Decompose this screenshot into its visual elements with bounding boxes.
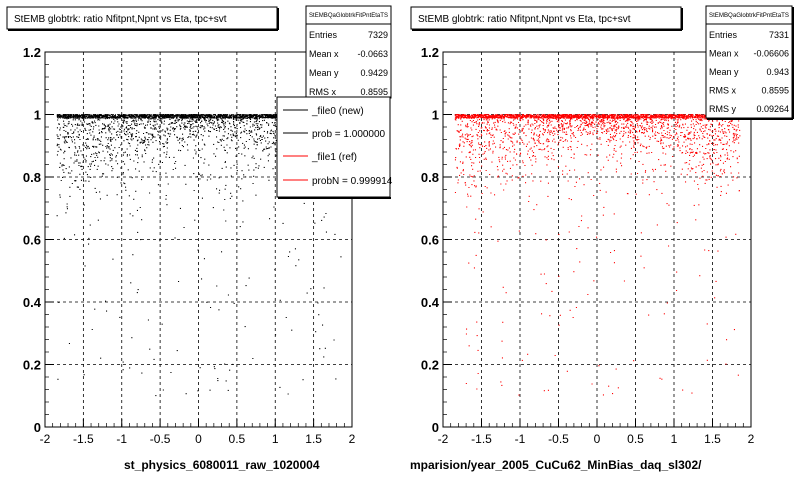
x-tick-label: -2 [40, 432, 51, 446]
stats-label: Mean y [309, 68, 339, 78]
stats-value: 0.9429 [360, 68, 388, 78]
stats-value: 0.943 [766, 67, 789, 77]
y-tick-label: 0 [34, 420, 41, 435]
x-tick-label: -1 [515, 432, 526, 446]
stats-label: Entries [309, 30, 338, 40]
stats-value: -0.0663 [357, 49, 388, 59]
x-tick-label: 2 [748, 432, 755, 446]
legend-entry: _file0 (new) [283, 106, 364, 117]
stats-value: 0.8595 [360, 87, 388, 97]
legend-label: _file0 (new) [311, 106, 364, 117]
x-tick-label: 1.5 [704, 432, 721, 446]
legend-entry: probN = 0.999914 [283, 176, 393, 187]
stats-value: 7331 [769, 30, 789, 40]
stats-label: Mean y [709, 67, 739, 77]
stats-label: RMS x [309, 87, 337, 97]
left-stats-box [305, 5, 392, 99]
x-tick-label: -1.5 [471, 432, 492, 446]
stats-value: 7329 [368, 30, 388, 40]
x-tick-label: -1 [116, 432, 127, 446]
y-tick-label: 0.6 [421, 233, 439, 248]
right-stats-rows: Entries 7331 Mean x -0.06606 Mean y 0.943 RMS … [709, 30, 789, 114]
stats-label: RMS y [709, 104, 737, 114]
stats-label: Mean x [709, 49, 739, 59]
right-stats-name: StEMBQaGlobtrkFitPntEtaTS [709, 13, 789, 19]
left-panel: -2 -1.5 -1 -0.5 0 0.5 1 1.5 2 0 0.2 0.4 0.6 0.8 1 1.2 S… [6, 5, 393, 472]
x-tick-label: -1.5 [73, 432, 94, 446]
y-tick-label: 0.8 [421, 170, 439, 185]
right-title: StEMB globtrk: ratio Nfitpnt,Npnt vs Eta… [418, 14, 631, 25]
left-x-axis-label: st_physics_6080011_raw_1020004 [124, 458, 320, 472]
y-tick-label: 0.4 [23, 295, 42, 310]
x-tick-label: -0.5 [548, 432, 569, 446]
right-panel: -2 -1.5 -1 -0.5 0 0.5 1 1.5 2 0 0.2 0.4 0.6 0.8 1 1.2 S… [410, 5, 794, 472]
y-tick-label: 0 [432, 420, 439, 435]
y-tick-label: 0.2 [421, 358, 439, 373]
left-stats-name: StEMBQaGlobtrkFitPntEtaTS [309, 13, 388, 19]
y-tick-label: 1.2 [23, 45, 41, 60]
right-x-axis-label: mparision/year_2005_CuCu62_MinBias_daq_s… [410, 458, 702, 472]
legend-entry: prob = 1.000000 [283, 129, 386, 140]
y-tick-label: 1 [34, 108, 41, 123]
x-tick-label: 0 [594, 432, 601, 446]
x-tick-label: 2 [349, 432, 356, 446]
x-tick-label: 0.5 [229, 432, 246, 446]
x-tick-label: 1 [272, 432, 279, 446]
y-tick-label: 1 [432, 108, 439, 123]
legend-label: probN = 0.999914 [312, 176, 393, 187]
right-axes: -2 -1.5 -1 -0.5 0 0.5 1 1.5 2 0 0.2 0.4 0.6 0.8 1 1.2 [421, 45, 755, 446]
stats-value: -0.06606 [753, 49, 789, 59]
x-tick-label: 1.5 [305, 432, 322, 446]
x-tick-label: 0 [195, 432, 202, 446]
legend-entry: _file1 (ref) [283, 152, 357, 163]
left-title: StEMB globtrk: ratio Nfitpnt,Npnt vs Eta… [14, 14, 227, 25]
x-tick-label: 1 [671, 432, 678, 446]
legend-label: prob = 1.000000 [312, 129, 386, 140]
left-axes: -2 -1.5 -1 -0.5 0 0.5 1 1.5 2 0 0.2 0.4 0.6 0.8 1 1.2 [23, 45, 356, 446]
stats-value: 0.09264 [756, 104, 789, 114]
legend-label: _file1 (ref) [311, 152, 357, 163]
stats-label: RMS x [709, 86, 737, 96]
x-tick-label: 0.5 [627, 432, 644, 446]
x-tick-label: -2 [438, 432, 449, 446]
y-tick-label: 0.8 [23, 170, 41, 185]
stats-value: 0.8595 [761, 86, 789, 96]
stats-label: Entries [709, 30, 738, 40]
left-stats-rows: Entries 7329 Mean x -0.0663 Mean y 0.9429 RMS … [309, 30, 388, 97]
y-tick-label: 1.2 [421, 45, 439, 60]
y-tick-label: 0.6 [23, 233, 41, 248]
stats-label: Mean x [309, 49, 339, 59]
y-tick-label: 0.2 [23, 358, 41, 373]
right-stats-box [705, 5, 793, 119]
x-tick-label: -0.5 [150, 432, 171, 446]
y-tick-label: 0.4 [421, 295, 440, 310]
